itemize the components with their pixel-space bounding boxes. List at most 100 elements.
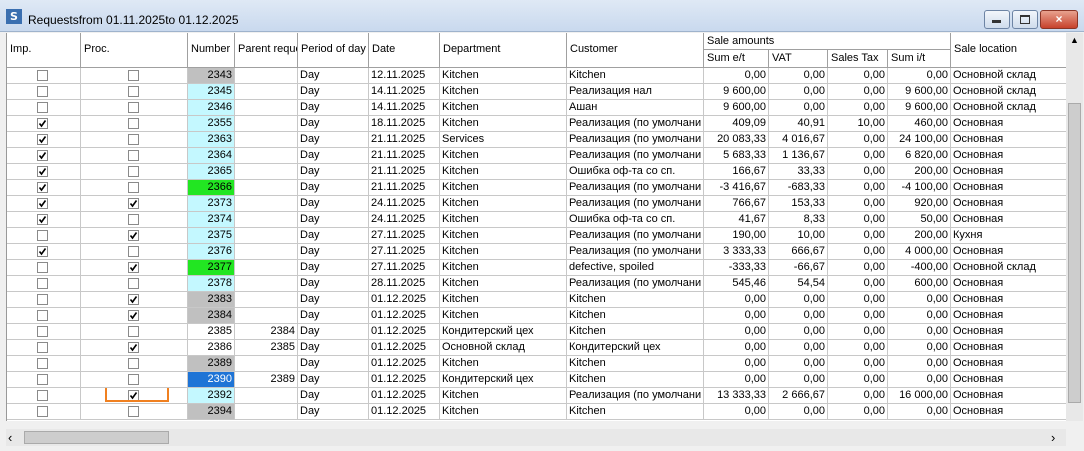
number-cell: 2365 [188,164,235,180]
vertical-scrollbar[interactable]: ▲ [1066,33,1083,421]
imp-cell [7,324,81,340]
checkbox[interactable] [127,246,139,257]
checkbox[interactable] [37,310,48,321]
period-cell: Day [298,276,369,292]
checkbox[interactable] [127,230,139,241]
column-header[interactable]: Sum e/t [704,50,769,68]
checkbox[interactable] [127,118,139,129]
scroll-thumb[interactable] [1068,103,1081,403]
checkbox[interactable] [37,342,48,353]
checkbox[interactable] [127,198,139,209]
checkbox[interactable] [127,358,139,369]
column-header[interactable]: Department [440,33,567,68]
check-mark [129,392,137,400]
checkbox[interactable] [127,102,139,113]
number-cell: 2364 [188,148,235,164]
scroll-right[interactable]: › [1051,430,1056,445]
checkbox[interactable] [37,102,48,113]
checkbox[interactable] [127,374,139,385]
horizontal-scrollbar[interactable]: ‹ › [6,429,1066,446]
vat-cell: 0,00 [769,372,828,388]
checkbox[interactable] [127,262,139,273]
imp-cell [7,180,81,196]
checkbox[interactable] [127,150,139,161]
checkbox[interactable] [37,166,48,177]
period-cell: Day [298,356,369,372]
scroll-thumb-h[interactable] [24,431,169,444]
period-cell: Day [298,340,369,356]
imp-cell [7,196,81,212]
checkbox[interactable] [37,182,48,193]
checkbox[interactable] [37,70,48,81]
checkbox[interactable] [37,406,48,417]
location-cell: Основная [951,164,1067,180]
check-mark [129,264,137,272]
checkbox[interactable] [127,182,139,193]
checkbox[interactable] [37,358,48,369]
maximize-button[interactable] [1012,10,1038,29]
vat-cell: 33,33 [769,164,828,180]
checkbox[interactable] [127,214,139,225]
column-header[interactable]: Imp. [7,33,81,68]
checkbox[interactable] [37,294,48,305]
vat-cell: 54,54 [769,276,828,292]
check-mark [38,184,47,192]
sum_et-cell: -333,33 [704,260,769,276]
customer-cell: Реализация (по умолчани [567,276,704,292]
column-header[interactable]: Proc. [81,33,188,68]
location-cell: Основная [951,148,1067,164]
checkbox[interactable] [127,294,139,305]
checkbox[interactable] [37,198,48,209]
checkbox[interactable] [127,278,139,289]
minimize-button[interactable] [984,10,1010,29]
checkbox[interactable] [37,246,48,257]
checkbox[interactable] [127,70,139,81]
checkbox[interactable] [37,326,48,337]
checkbox[interactable] [37,214,48,225]
checkbox[interactable] [37,262,48,273]
customer-cell: Реализация (по умолчани [567,228,704,244]
parent-cell [235,164,298,180]
scroll-left[interactable]: ‹ [8,430,13,445]
department-cell: Kitchen [440,196,567,212]
checkbox[interactable] [127,342,139,353]
sum_et-cell: 9 600,00 [704,84,769,100]
column-header[interactable]: Customer [567,33,704,68]
checkbox[interactable] [37,278,48,289]
checkbox[interactable] [37,374,48,385]
imp-cell [7,276,81,292]
checkbox[interactable] [127,406,139,417]
column-header[interactable]: Period of day [298,33,369,68]
checkbox[interactable] [37,390,48,401]
column-header[interactable]: Sale location [951,33,1067,68]
close-button[interactable]: × [1040,10,1078,29]
column-header[interactable]: Date [369,33,440,68]
checkbox[interactable] [127,326,139,337]
column-header[interactable]: VAT [769,50,828,68]
checkbox[interactable] [127,310,139,321]
checkbox[interactable] [37,134,48,145]
checkbox[interactable] [37,150,48,161]
scroll-up[interactable]: ▲ [1070,35,1079,45]
checkbox[interactable] [127,134,139,145]
sum_it-cell: 0,00 [888,404,951,420]
checkbox[interactable] [127,86,139,97]
checkbox[interactable] [37,230,48,241]
department-cell: Kitchen [440,228,567,244]
period-cell: Day [298,292,369,308]
sum_et-cell: 166,67 [704,164,769,180]
checkbox[interactable] [37,118,48,129]
column-header[interactable]: Parent reque [235,33,298,68]
proc-cell [81,372,188,388]
period-cell: Day [298,164,369,180]
parent-cell [235,228,298,244]
column-header[interactable]: Sales Tax [828,50,888,68]
checkbox[interactable] [37,86,48,97]
vat-cell: 2 666,67 [769,388,828,404]
column-header[interactable]: Number [188,33,235,68]
imp-cell [7,244,81,260]
column-header[interactable]: Sum i/t [888,50,951,68]
sum_et-cell: 190,00 [704,228,769,244]
period-cell: Day [298,148,369,164]
checkbox[interactable] [127,166,139,177]
